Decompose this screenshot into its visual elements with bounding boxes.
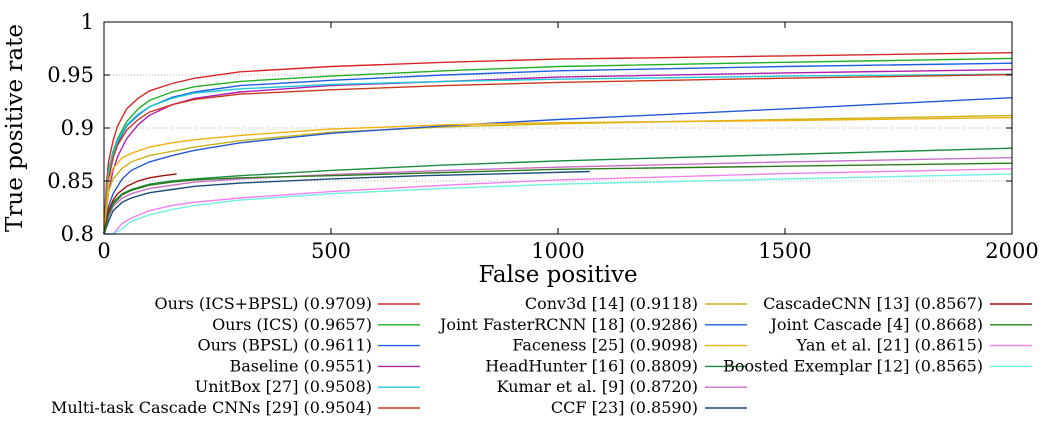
- legend-label: CCF [23] (0.8590): [551, 398, 698, 417]
- series-line-4: [103, 73, 1013, 235]
- legend-label: Multi-task Cascade CNNs [29] (0.9504): [51, 398, 372, 417]
- legend-label: Yan et al. [21] (0.8615): [796, 336, 983, 355]
- series-line-3: [103, 68, 1013, 235]
- legend-label: Boosted Exemplar [12] (0.8565): [723, 356, 983, 375]
- legend-label: Faceness [25] (0.9098): [512, 336, 698, 355]
- y-tick-label: 0.8: [61, 222, 94, 246]
- series-line-15: [104, 173, 1013, 235]
- series-line-14: [104, 168, 1013, 235]
- series-lines: [103, 52, 1013, 235]
- legend-label: UnitBox [27] (0.9508): [195, 377, 372, 396]
- legend-label: Ours (BPSL) (0.9611): [197, 336, 372, 355]
- legend-label: Kumar et al. [9] (0.8720): [497, 377, 698, 396]
- axis-ticks: 0 500 1000 1500 2000 0.8 0.85 0.9 0.95 1: [47, 10, 1038, 263]
- x-tick-label: 1000: [531, 239, 584, 263]
- series-line-10: [103, 157, 1013, 235]
- x-tick-label: 0: [97, 239, 110, 263]
- series-line-0: [103, 52, 1013, 235]
- y-tick-label: 1: [81, 10, 94, 34]
- series-line-9: [103, 147, 1013, 235]
- series-line-13: [103, 162, 1013, 235]
- series-line-12: [103, 173, 177, 235]
- x-tick-label: 500: [311, 239, 351, 263]
- legend-label: HeadHunter [16] (0.8809): [485, 356, 698, 375]
- legend: Ours (ICS+BPSL) (0.9709) Ours (ICS) (0.96…: [51, 294, 1032, 417]
- y-tick-label: 0.9: [61, 116, 94, 140]
- series-line-6: [103, 114, 1013, 235]
- y-tick-label: 0.95: [47, 63, 94, 87]
- x-tick-label: 1500: [758, 239, 811, 263]
- legend-label: Ours (ICS) (0.9657): [212, 315, 372, 334]
- legend-label: CascadeCNN [13] (0.8567): [763, 294, 983, 313]
- legend-label: Baseline (0.9551): [229, 356, 372, 375]
- x-axis-label: False positive: [478, 262, 637, 288]
- legend-label: Joint Cascade [4] (0.8668): [769, 315, 984, 334]
- y-axis-label: True positive rate: [2, 24, 28, 232]
- legend-label: Ours (ICS+BPSL) (0.9709): [155, 294, 372, 313]
- x-tick-label: 2000: [985, 239, 1038, 263]
- series-line-1: [103, 57, 1013, 235]
- series-line-11: [103, 170, 590, 235]
- series-line-7: [103, 97, 1013, 235]
- legend-label: Joint FasterRCNN [18] (0.9286): [438, 315, 698, 334]
- series-line-5: [103, 73, 1013, 235]
- y-tick-label: 0.85: [47, 169, 94, 193]
- series-line-8: [103, 116, 1013, 235]
- legend-label: Conv3d [14] (0.9118): [525, 294, 698, 313]
